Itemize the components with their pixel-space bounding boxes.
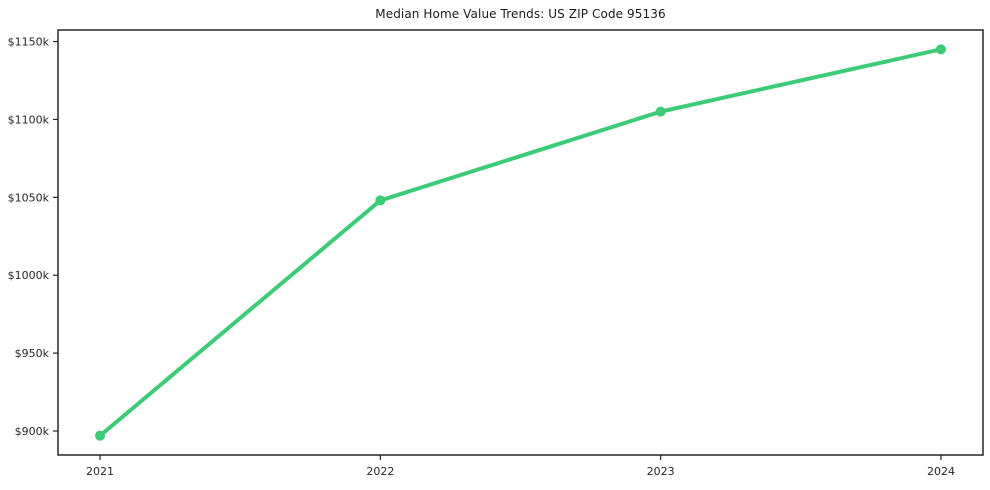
y-tick-label: $950k [15,347,50,360]
y-tick-label: $1000k [8,269,50,282]
chart-title: Median Home Value Trends: US ZIP Code 95… [375,7,666,21]
x-tick-label: 2023 [647,465,675,478]
y-tick-label: $1050k [8,191,50,204]
data-point-marker [935,44,946,55]
plot-border [57,29,984,456]
y-tick-label: $900k [15,425,50,438]
y-tick-label: $1150k [8,36,50,49]
x-tick-label: 2024 [927,465,955,478]
data-point-marker [95,430,106,441]
y-tick-label: $1100k [8,113,50,126]
series-line [98,47,943,438]
x-tick-label: 2022 [366,465,394,478]
data-point-marker [655,106,666,117]
data-point-marker [375,195,386,206]
x-tick-label: 2021 [86,465,114,478]
